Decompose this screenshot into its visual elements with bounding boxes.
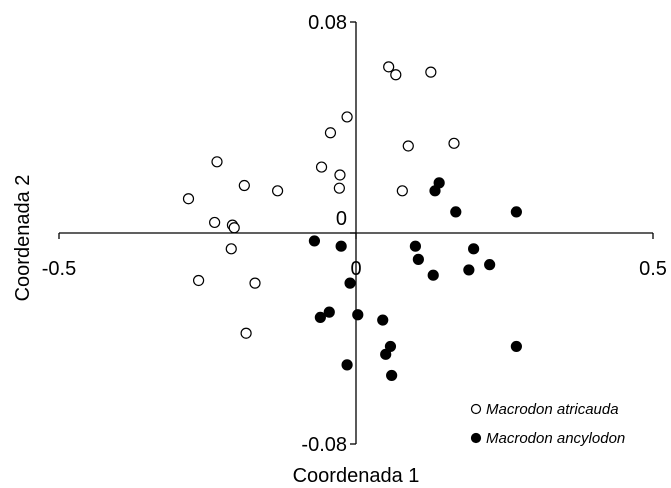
legend-marker-atricauda — [470, 403, 482, 415]
point-atricauda — [192, 274, 205, 287]
point-ancylodon — [341, 359, 353, 371]
point-ancylodon — [314, 311, 326, 323]
point-ancylodon — [380, 348, 392, 360]
point-atricauda — [448, 137, 460, 149]
y-tick-label: 0.08 — [308, 12, 347, 34]
legend: Macrodon atricauda Macrodon ancylodon — [470, 401, 625, 447]
x-tick-label: 0.5 — [639, 258, 667, 280]
y-tick-label: -0.08 — [301, 434, 347, 456]
legend-marker-ancylodon — [470, 432, 482, 444]
point-atricauda — [225, 243, 237, 255]
point-ancylodon — [409, 240, 421, 252]
point-atricauda — [390, 69, 402, 81]
point-ancylodon — [427, 269, 439, 281]
axes — [58, 21, 654, 445]
point-ancylodon — [412, 253, 424, 265]
point-atricauda — [341, 111, 353, 123]
point-ancylodon — [510, 206, 522, 218]
point-ancylodon — [484, 259, 496, 271]
point-ancylodon — [344, 277, 356, 289]
point-ancylodon — [308, 235, 321, 247]
point-atricauda — [334, 169, 346, 181]
point-atricauda — [211, 156, 223, 168]
point-atricauda — [271, 185, 284, 197]
y-axis-title: Coordenada 2 — [12, 175, 34, 302]
point-ancylodon — [335, 240, 347, 252]
y-tick-label: 0 — [336, 208, 347, 230]
data-points — [182, 61, 522, 382]
legend-label-ancylodon: Macrodon ancylodon — [486, 430, 625, 447]
tick-labels: -0.5 0.5 0 0.08 0 -0.08 — [42, 12, 667, 456]
x-tick-label: -0.5 — [42, 258, 76, 280]
point-atricauda — [228, 222, 240, 234]
point-atricauda — [315, 161, 328, 173]
point-atricauda — [238, 179, 250, 192]
point-ancylodon — [352, 309, 364, 321]
point-ancylodon — [386, 369, 398, 382]
point-atricauda — [396, 185, 408, 197]
x-tick-label: 0 — [350, 258, 361, 280]
point-atricauda — [324, 127, 337, 139]
point-atricauda — [402, 140, 414, 152]
x-axis-title: Coordenada 1 — [293, 465, 420, 487]
point-ancylodon — [323, 306, 335, 318]
point-ancylodon — [463, 264, 475, 276]
point-atricauda — [182, 193, 195, 205]
point-ancylodon — [468, 243, 480, 255]
point-atricauda — [383, 61, 395, 73]
point-atricauda — [333, 182, 345, 194]
point-atricauda — [249, 277, 261, 289]
point-atricauda — [240, 327, 252, 339]
point-ancylodon — [377, 314, 389, 326]
point-atricauda — [209, 216, 221, 229]
point-ancylodon — [510, 340, 522, 353]
point-ancylodon — [429, 185, 441, 197]
point-ancylodon — [450, 206, 462, 218]
point-atricauda — [425, 66, 437, 78]
legend-label-atricauda: Macrodon atricauda — [486, 401, 619, 418]
